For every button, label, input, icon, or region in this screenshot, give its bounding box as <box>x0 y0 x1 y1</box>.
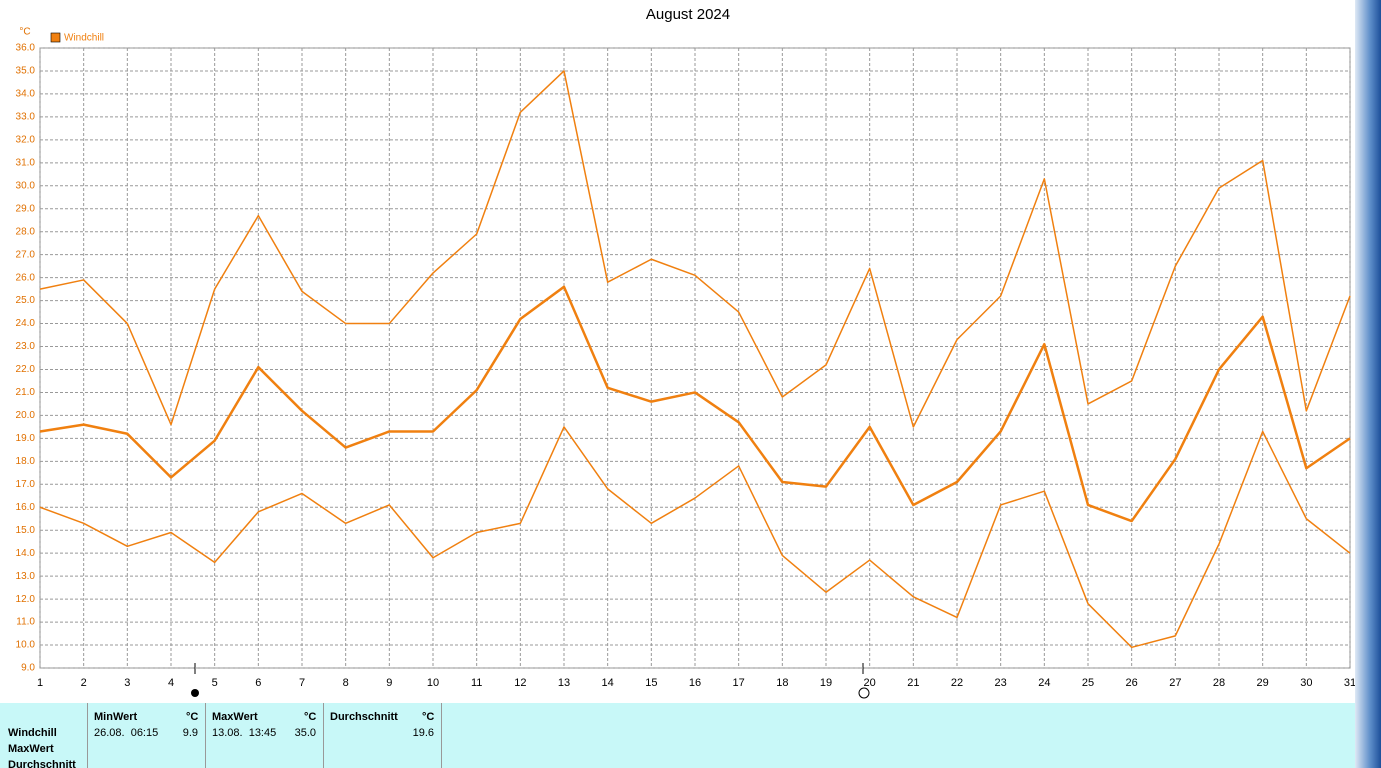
x-tick-label: 2 <box>81 677 87 689</box>
x-tick-label: 26 <box>1126 677 1138 689</box>
col-header: Durchschnitt <box>330 711 398 723</box>
x-tick-label: 11 <box>471 677 482 689</box>
x-tick-label: 13 <box>558 677 570 689</box>
y-tick-label: 29.0 <box>16 203 36 214</box>
full-moon <box>191 689 199 697</box>
x-tick-label: 8 <box>343 677 349 689</box>
time: 26.08. 06:15 <box>94 727 159 739</box>
row-label: MaxWert <box>8 743 54 755</box>
separator <box>205 703 206 768</box>
y-tick-label: 11.0 <box>16 617 35 628</box>
col-header: MinWert <box>94 711 138 723</box>
x-tick-label: 30 <box>1300 677 1312 689</box>
x-tick-label: 12 <box>514 677 526 689</box>
y-tick-label: 23.0 <box>16 341 36 352</box>
x-tick-label: 14 <box>602 677 614 689</box>
chart-title: August 2024 <box>646 6 730 23</box>
y-tick-label: 32.0 <box>16 134 36 145</box>
y-tick-label: 33.0 <box>16 112 36 123</box>
y-tick-label: 16.0 <box>16 502 36 513</box>
col-unit: °C <box>186 711 199 723</box>
x-tick-label: 15 <box>645 677 657 689</box>
value: 19.6 <box>412 727 434 739</box>
value: 35.0 <box>294 727 316 739</box>
y-unit: °C <box>19 27 30 38</box>
x-tick-label: 20 <box>864 677 876 689</box>
y-tick-label: 36.0 <box>16 43 36 54</box>
x-tick-label: 3 <box>124 677 130 689</box>
x-tick-label: 23 <box>995 677 1007 689</box>
y-tick-label: 27.0 <box>16 249 36 260</box>
y-tick-label: 28.0 <box>16 226 36 237</box>
col-header: MaxWert <box>212 711 258 723</box>
y-tick-label: 18.0 <box>16 456 36 467</box>
x-tick-label: 7 <box>299 677 305 689</box>
x-tick-label: 17 <box>733 677 745 689</box>
legend-label: Windchill <box>64 33 104 44</box>
x-tick-label: 4 <box>168 677 174 689</box>
y-tick-label: 21.0 <box>16 387 36 398</box>
y-tick-label: 10.0 <box>16 640 36 651</box>
y-tick-label: 35.0 <box>16 66 36 77</box>
time: 13.08. 13:45 <box>212 727 277 739</box>
x-tick-label: 19 <box>820 677 832 689</box>
x-tick-label: 6 <box>255 677 261 689</box>
y-tick-label: 24.0 <box>16 318 36 329</box>
y-tick-label: 20.0 <box>16 410 36 421</box>
y-tick-label: 13.0 <box>16 571 36 582</box>
x-tick-label: 10 <box>427 677 439 689</box>
y-tick-label: 26.0 <box>16 272 36 283</box>
x-tick-label: 29 <box>1257 677 1269 689</box>
y-tick-label: 15.0 <box>16 525 36 536</box>
x-tick-label: 22 <box>951 677 963 689</box>
y-tick-label: 34.0 <box>16 89 36 100</box>
new-moon <box>858 687 870 699</box>
separator <box>323 703 324 768</box>
summary-table: Windchill MaxWert Durchschnitt MinWert °… <box>0 703 1355 768</box>
x-tick-label: 9 <box>386 677 392 689</box>
separator <box>441 703 442 768</box>
x-tick-label: 27 <box>1169 677 1181 689</box>
x-tick-label: 24 <box>1038 677 1050 689</box>
x-tick-label: 16 <box>689 677 701 689</box>
x-tick-label: 5 <box>212 677 218 689</box>
x-tick-label: 21 <box>907 677 919 689</box>
value: 9.9 <box>182 727 198 739</box>
y-tick-label: 12.0 <box>16 594 36 605</box>
y-tick-label: 22.0 <box>16 364 36 375</box>
chart: August 2024 °C 9.010.011.012.013.014.015… <box>16 6 1355 699</box>
col-unit: °C <box>422 711 435 723</box>
y-tick-label: 9.0 <box>21 663 35 674</box>
row-label: Durchschnitt <box>8 759 76 768</box>
x-tick-label: 31 <box>1344 677 1355 689</box>
x-tick-label: 18 <box>776 677 788 689</box>
y-tick-label: 19.0 <box>16 433 36 444</box>
x-tick-label: 25 <box>1082 677 1094 689</box>
y-tick-label: 30.0 <box>16 180 36 191</box>
y-tick-label: 17.0 <box>16 479 36 490</box>
series-line <box>39 426 1351 649</box>
desktop-edge <box>1355 0 1381 768</box>
separator <box>87 703 88 768</box>
x-tick-label: 28 <box>1213 677 1225 689</box>
row-label: Windchill <box>8 727 57 739</box>
col-unit: °C <box>304 711 317 723</box>
series-line <box>39 70 1351 428</box>
y-tick-label: 25.0 <box>16 295 36 306</box>
series-line <box>39 285 1351 523</box>
legend-swatch <box>50 32 61 43</box>
x-tick-label: 1 <box>37 677 43 689</box>
y-tick-label: 14.0 <box>16 548 36 559</box>
y-tick-label: 31.0 <box>16 157 36 168</box>
